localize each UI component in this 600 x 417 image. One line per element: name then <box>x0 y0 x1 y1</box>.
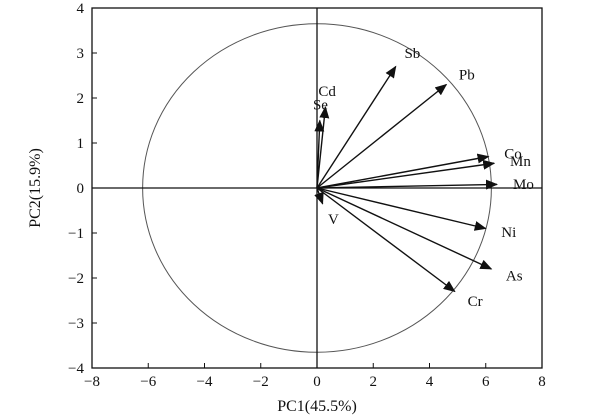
y-tick-label: 2 <box>77 91 85 107</box>
vector-label-mn: Mn <box>510 154 531 170</box>
vector-label-co: Co <box>504 147 522 163</box>
vector-cr <box>316 187 456 293</box>
vector-ni <box>316 187 487 231</box>
vector-label-v: V <box>328 212 339 228</box>
vector-v <box>314 187 324 205</box>
y-tick-label: −2 <box>68 271 84 287</box>
vector-co <box>316 153 490 189</box>
x-tick-label: −4 <box>197 374 213 390</box>
y-tick-label: −3 <box>68 316 84 332</box>
x-axis-title: PC1(45.5%) <box>277 398 357 415</box>
x-tick-label: 6 <box>482 374 490 390</box>
y-tick-label: 1 <box>77 136 85 152</box>
y-tick-label: −4 <box>68 361 84 377</box>
x-tick-label: 0 <box>313 374 321 390</box>
vector-label-cr: Cr <box>468 294 483 310</box>
y-tick-label: 0 <box>77 181 85 197</box>
vector-mn <box>316 159 496 189</box>
x-tick-label: 8 <box>538 374 546 390</box>
x-tick-label: −6 <box>140 374 156 390</box>
vector-label-sb: Sb <box>404 46 420 62</box>
x-tick-label: −2 <box>253 374 269 390</box>
vector-sb <box>316 65 397 189</box>
x-tick-label: 4 <box>426 374 434 390</box>
y-tick-label: −1 <box>68 226 84 242</box>
vector-label-ni: Ni <box>501 225 516 241</box>
vector-mo <box>316 179 498 190</box>
x-tick-label: −8 <box>84 374 100 390</box>
vector-pb <box>316 83 448 189</box>
x-tick-label: 2 <box>370 374 378 390</box>
y-tick-label: 3 <box>77 46 85 62</box>
vector-cd <box>316 106 330 189</box>
vector-label-as: As <box>506 269 523 285</box>
vector-label-cd: Cd <box>318 84 336 100</box>
vector-label-pb: Pb <box>459 68 475 84</box>
y-axis-title: PC2(15.9%) <box>27 148 44 228</box>
y-tick-label: 4 <box>77 1 85 17</box>
vector-label-mo: Mo <box>513 177 534 193</box>
vector-as <box>316 187 493 270</box>
